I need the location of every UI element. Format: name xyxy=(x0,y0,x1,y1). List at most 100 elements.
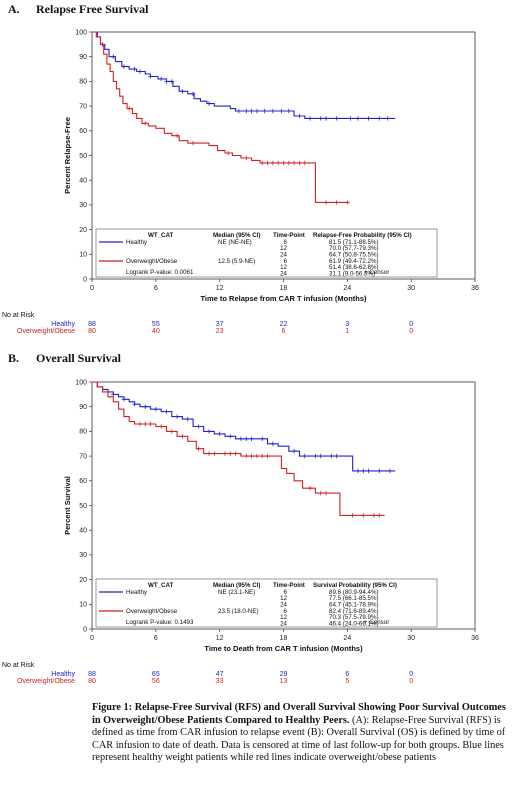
censor-mark xyxy=(158,76,164,82)
censor-mark xyxy=(142,121,148,126)
legend-header-timepoint: Time-Point xyxy=(273,232,305,239)
y-tick-label: 70 xyxy=(79,103,87,110)
risk-count: 80 xyxy=(88,328,96,335)
censor-mark xyxy=(249,436,254,442)
risk-count: 47 xyxy=(216,671,224,678)
censor-mark xyxy=(174,133,180,138)
censor-mark xyxy=(270,160,276,166)
censor-mark xyxy=(244,155,249,161)
censor-mark xyxy=(313,453,318,459)
km-curve-healthy xyxy=(92,381,396,472)
legend-probability: 70.3 (57.5-79.9%) xyxy=(329,614,379,621)
censor-mark xyxy=(318,116,323,121)
legend-median: 23.5 (18.0-NE) xyxy=(218,608,259,615)
y-tick-label: 100 xyxy=(75,379,87,386)
legend-probability: 61.9 (49.4-72.2%) xyxy=(329,258,379,265)
risk-table-title: No at Risk xyxy=(2,312,35,319)
caption-bold: Figure 1: Relapse-Free Survival (RFS) an… xyxy=(92,702,506,726)
censor-mark xyxy=(196,424,201,429)
censor-mark xyxy=(355,468,361,474)
censor-mark xyxy=(174,414,180,419)
y-tick-label: 80 xyxy=(79,429,87,436)
risk-count: 0 xyxy=(409,328,413,335)
legend-timepoint: 6 xyxy=(284,589,288,596)
censor-mark xyxy=(228,451,233,456)
legend-timepoint: 24 xyxy=(280,251,287,258)
legend-probability: 46.4 (24.0-66.1%) xyxy=(329,620,379,627)
censor-mark xyxy=(127,106,132,111)
legend-group-name: Overweight/Obese xyxy=(126,258,178,265)
panel-a-title-text: Relapse Free Survival xyxy=(36,2,149,16)
censor-mark xyxy=(132,402,137,407)
censor-mark xyxy=(142,421,148,427)
legend-group-name: Overweight/Obese xyxy=(126,608,178,615)
legend-censor-key: + Censor xyxy=(364,269,389,276)
censor-mark xyxy=(307,486,313,491)
legend-header-timepoint: Time-Point xyxy=(273,582,305,589)
legend-median: NE (NE-NE) xyxy=(218,239,252,246)
censor-mark xyxy=(297,113,302,119)
censor-mark xyxy=(132,66,137,72)
legend-probability: 31.1 (9.0-56.8%) xyxy=(329,270,375,277)
risk-count: 3 xyxy=(345,321,349,328)
x-tick-label: 36 xyxy=(471,285,479,292)
censor-mark xyxy=(196,446,201,451)
censor-mark xyxy=(206,451,212,456)
censor-mark xyxy=(279,108,284,114)
censor-mark xyxy=(334,200,339,205)
caption-text: (A): Relapse-Free Survival (RFS) is defi… xyxy=(92,714,506,764)
legend-timepoint: 12 xyxy=(280,595,287,602)
censor-mark xyxy=(323,200,329,205)
censor-mark xyxy=(142,404,148,409)
risk-row-label: Overweight/Obese xyxy=(17,328,75,335)
legend-timepoint: 24 xyxy=(280,620,287,627)
x-axis-label: Time to Relapse from CAR T infusion (Mon… xyxy=(200,294,367,303)
x-tick-label: 30 xyxy=(407,635,415,642)
risk-row-label: Healthy xyxy=(51,321,75,328)
censor-mark xyxy=(323,116,329,121)
y-axis-label: Percent Survival xyxy=(63,476,72,535)
censor-mark xyxy=(164,409,169,414)
y-tick-label: 50 xyxy=(79,153,87,160)
risk-count: 1 xyxy=(345,328,349,335)
censor-mark xyxy=(302,453,307,459)
legend-header-probability: Relapse-Free Probability (95% CI) xyxy=(313,232,412,239)
censor-mark xyxy=(206,429,212,434)
y-tick-label: 60 xyxy=(79,128,87,135)
censor-mark xyxy=(260,436,265,442)
censor-mark xyxy=(137,421,143,427)
panel-b-title-text: Overall Survival xyxy=(36,351,121,365)
censor-mark xyxy=(249,108,254,114)
censor-mark xyxy=(366,468,371,474)
y-axis-label: Percent Relapse-Free xyxy=(63,117,72,194)
risk-row-label: Overweight/Obese xyxy=(17,678,75,685)
censor-mark xyxy=(270,441,276,446)
x-tick-label: 6 xyxy=(154,285,158,292)
legend-probability: 81.5 (71.1-88.5%) xyxy=(329,239,379,246)
censor-mark xyxy=(249,453,254,459)
risk-count: 0 xyxy=(409,678,413,685)
censor-mark xyxy=(233,451,238,456)
legend-censor-key: + Censor xyxy=(364,619,389,626)
risk-count: 80 xyxy=(88,678,96,685)
censor-mark xyxy=(302,160,307,166)
risk-count: 0 xyxy=(409,671,413,678)
censor-mark xyxy=(377,468,382,474)
censor-mark xyxy=(265,160,270,166)
legend-box xyxy=(95,578,438,628)
risk-count: 56 xyxy=(152,678,160,685)
censor-mark xyxy=(222,451,228,456)
y-tick-label: 30 xyxy=(79,202,87,209)
censor-mark xyxy=(180,434,185,439)
y-tick-label: 40 xyxy=(79,178,87,185)
censor-mark xyxy=(217,431,222,437)
censor-mark xyxy=(262,108,267,114)
censor-mark xyxy=(350,513,355,518)
censor-mark xyxy=(185,416,190,422)
legend-probability: 51.4 (38.6-62.8%) xyxy=(329,264,379,271)
censor-mark xyxy=(244,108,249,114)
legend-header-group: WT_CAT xyxy=(148,582,174,589)
y-tick-label: 20 xyxy=(79,577,87,584)
y-tick-label: 10 xyxy=(79,252,87,259)
